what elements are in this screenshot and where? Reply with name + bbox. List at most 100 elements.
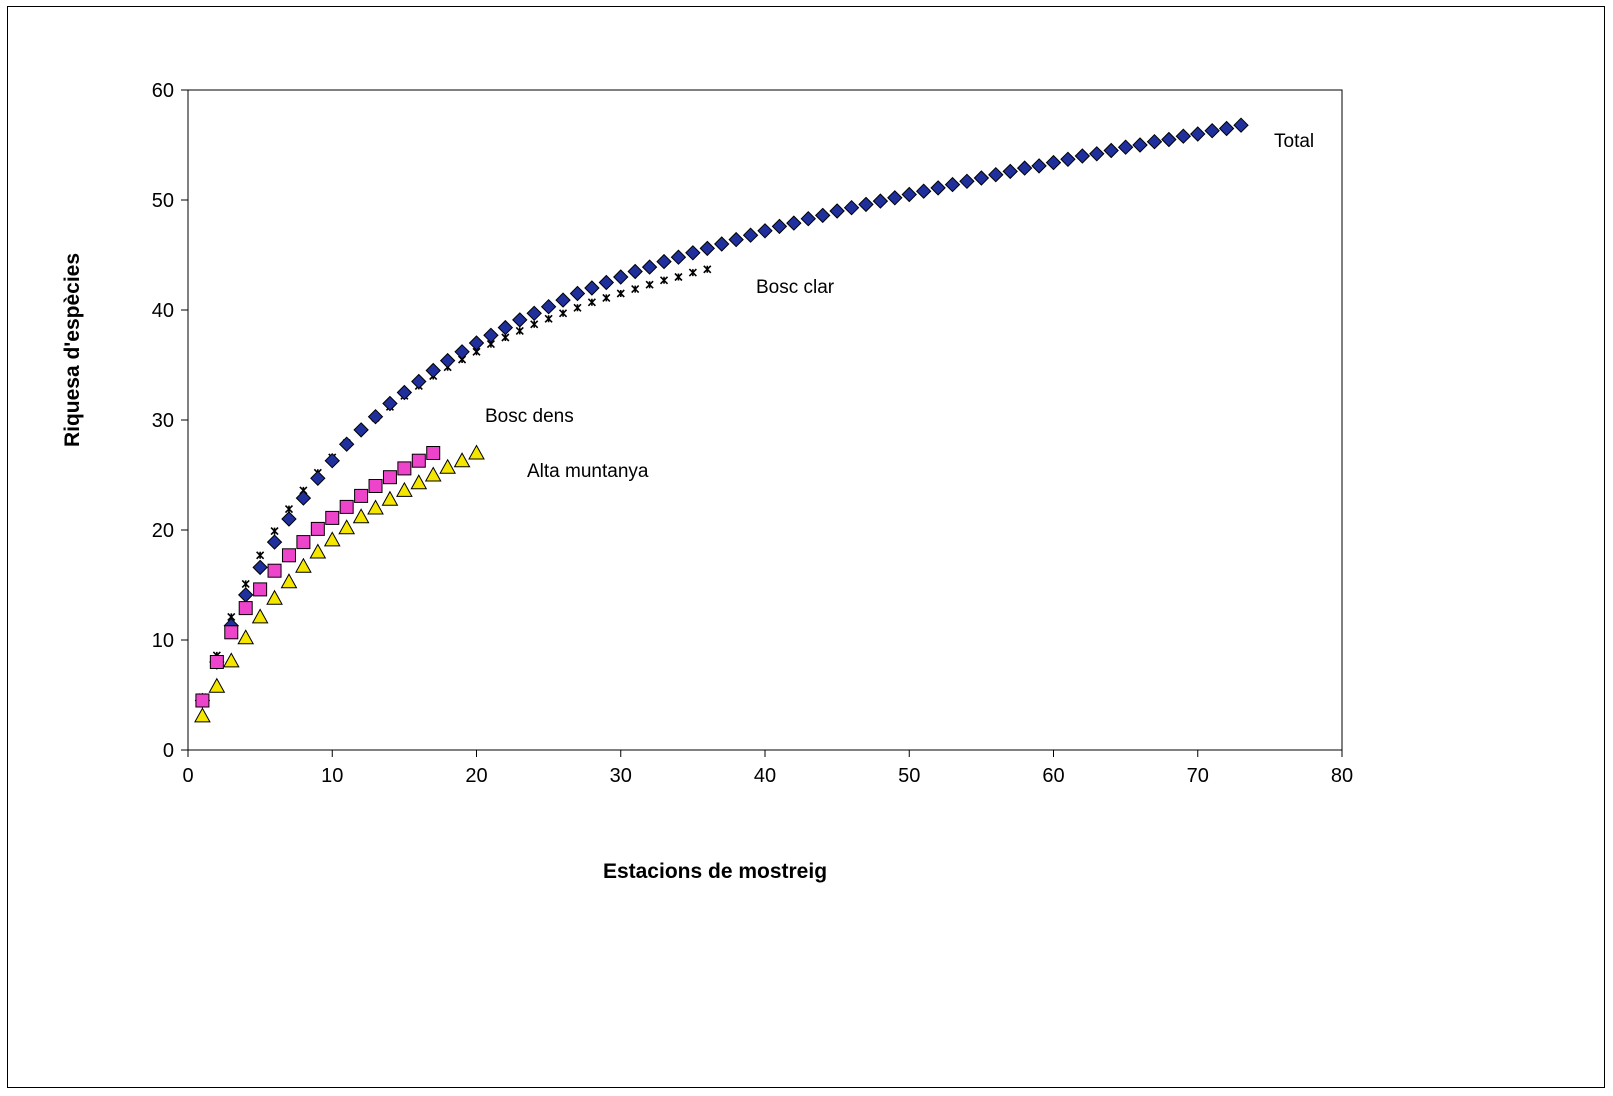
data-point-total [1103,142,1119,159]
data-point-total [411,373,427,390]
data-point-total [1045,154,1062,171]
data-point-total [569,285,586,302]
data-point-total [310,470,326,487]
data-point-total [728,231,744,248]
data-point-total [959,173,975,190]
data-point-bosc-dens [267,563,282,578]
data-point-total [252,559,268,576]
data-point-total [338,436,355,452]
data-point-alta-muntanya [266,589,283,605]
data-point-total [497,319,514,336]
data-point-bosc-clar [558,309,568,318]
data-point-bosc-clar [703,265,712,274]
data-point-alta-muntanya [453,452,471,468]
data-point-bosc-dens [209,655,224,669]
data-point-bosc-dens [426,446,441,460]
x-tick-label: 20 [465,765,487,787]
data-point-alta-muntanya [396,481,413,497]
data-point-bosc-clar [530,320,539,329]
data-point-total [714,236,730,252]
data-point-total [973,170,990,186]
data-point-total [656,253,672,270]
data-point-total [944,176,961,193]
data-point-alta-muntanya [367,499,384,515]
data-point-total [1117,139,1134,155]
series-bosc-clar [198,265,712,702]
data-point-alta-muntanya [222,652,240,668]
data-point-total [1089,146,1105,162]
data-point-bosc-dens [397,461,412,476]
data-point-total [1146,133,1163,150]
x-tick-label: 40 [754,765,776,787]
data-point-total [584,280,600,296]
data-point-total [872,193,889,209]
data-point-bosc-clar [688,268,697,277]
data-point-bosc-clar [270,527,279,536]
data-point-total [483,327,499,344]
data-point-alta-muntanya [381,490,399,506]
data-point-bosc-clar [544,314,553,323]
data-point-total [540,298,557,315]
y-tick-label: 60 [152,80,174,102]
x-axis-title: Estacions de mostreig [603,860,827,883]
data-point-total [858,196,874,213]
data-point-total [526,305,542,322]
data-point-total [800,210,816,227]
data-point-bosc-clar [645,280,654,289]
series-label-bosc-dens: Bosc dens [485,406,574,427]
data-point-alta-muntanya [280,573,298,589]
data-point-bosc-clar [674,272,683,282]
data-point-total [468,335,485,351]
chart-frame: 0 10 20 30 40 50 60 70 80 0 10 20 30 40 50 60 Estacion… [7,6,1605,1088]
data-point-total [843,199,860,216]
data-point-total [1218,120,1235,137]
data-point-total [670,249,687,265]
data-point-total [887,190,903,206]
data-point-total [829,203,845,219]
data-point-bosc-dens [224,625,239,640]
y-tick-label: 30 [152,410,174,432]
series-bosc-dens [195,446,441,708]
data-point-bosc-dens [238,601,253,616]
scatter-chart: 0 10 20 30 40 50 60 70 80 0 10 20 30 40 50 60 Estacion… [61,80,1353,883]
data-point-total [1190,126,1206,142]
data-point-total [295,490,312,506]
series-label-total: Total [1274,131,1314,152]
data-point-total [1161,131,1177,148]
data-point-bosc-dens [382,470,397,485]
data-point-bosc-dens [281,548,296,563]
data-point-bosc-clar [515,326,524,335]
data-point-bosc-dens [253,582,268,597]
x-axis-ticks: 0 10 20 30 40 50 60 70 80 [182,750,1353,787]
series-label-alta-muntanya: Alta muntanya [527,461,649,482]
data-point-total [396,384,413,401]
x-tick-label: 30 [610,765,632,787]
data-point-alta-muntanya [439,458,456,474]
x-tick-label: 50 [898,765,920,787]
data-point-total [1175,128,1192,144]
data-point-total [382,395,398,412]
y-axis-ticks: 0 10 20 30 40 50 60 [152,80,188,762]
x-tick-label: 60 [1042,765,1064,787]
data-point-total [1031,158,1047,174]
data-point-total [1060,151,1076,168]
data-point-total [324,452,340,469]
data-point-total [786,215,802,231]
x-tick-label: 70 [1187,765,1209,787]
data-point-bosc-dens [325,510,340,525]
data-point-alta-muntanya [194,707,211,723]
series-alta-muntanya [194,444,485,723]
data-point-total [627,263,643,280]
data-point-total [425,362,441,379]
data-point-total [598,274,615,291]
data-point-total [454,344,470,360]
data-point-alta-muntanya [309,543,327,559]
data-point-total [1132,137,1148,153]
data-point-bosc-dens [310,521,325,536]
data-point-alta-muntanya [295,557,312,573]
data-point-total [1074,148,1091,164]
data-point-bosc-dens [411,453,426,468]
y-tick-label: 10 [152,630,174,652]
data-point-bosc-dens [368,479,383,493]
data-point-bosc-clar [573,303,582,312]
